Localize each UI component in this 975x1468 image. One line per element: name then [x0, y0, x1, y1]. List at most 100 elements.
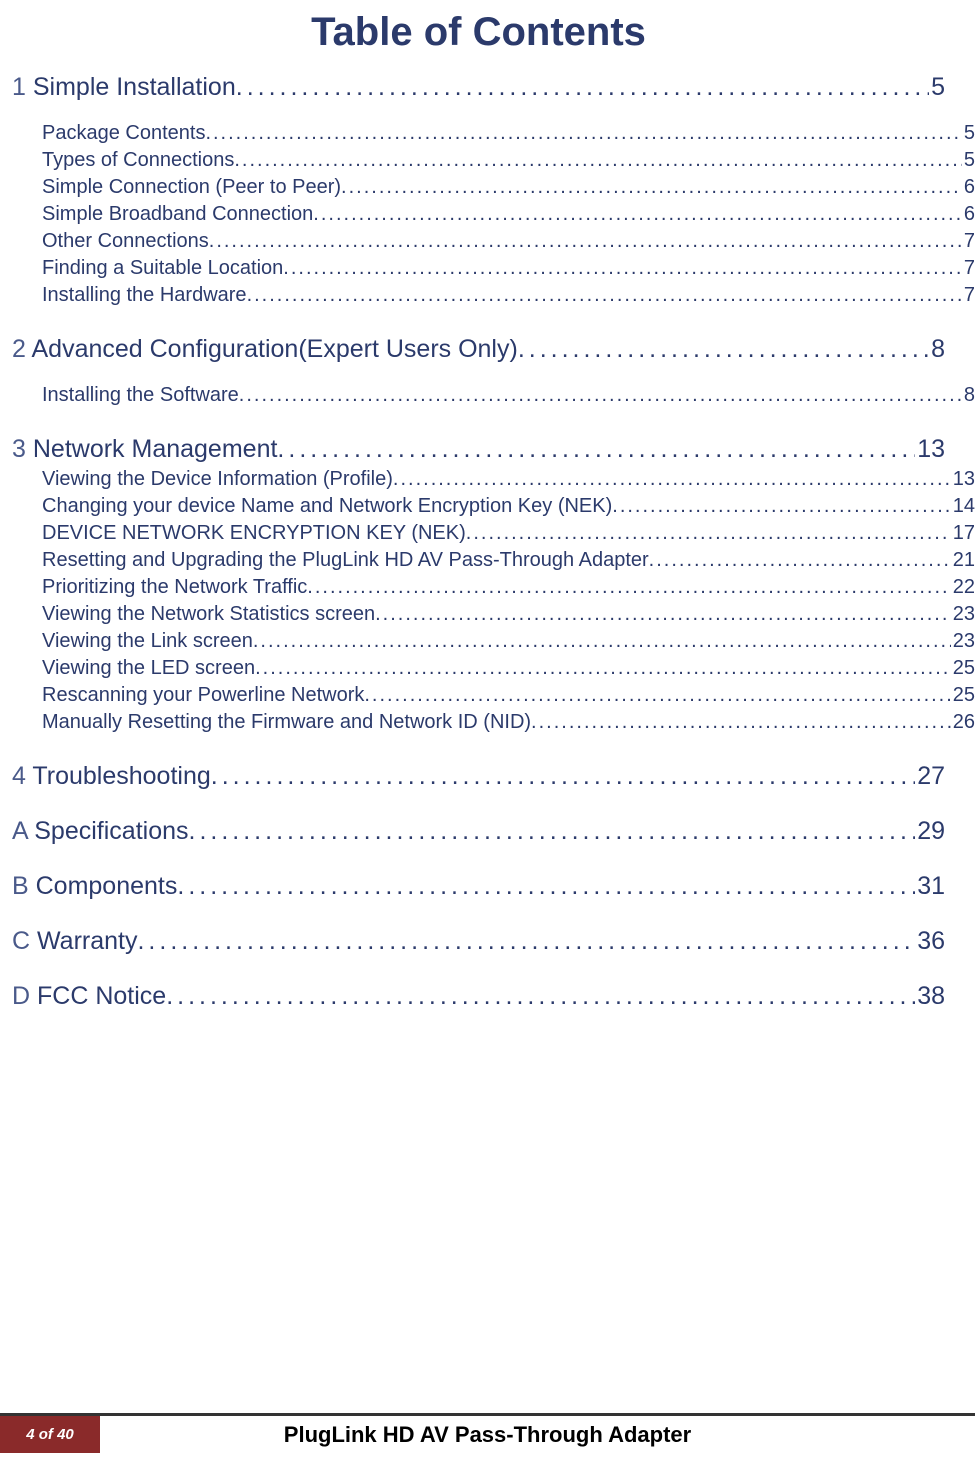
toc-sub-label: Rescanning your Powerline Network: [42, 682, 364, 709]
toc-sub-entry[interactable]: DEVICE NETWORK ENCRYPTION KEY (NEK) 17: [42, 520, 975, 547]
toc-page-number: 8: [962, 382, 975, 409]
toc-sub-entry[interactable]: Simple Connection (Peer to Peer) 6: [42, 174, 975, 201]
page-content: Table of Contents 1 Simple Installation …: [0, 0, 975, 1011]
toc-page-number: 21: [951, 547, 975, 574]
toc-leader-dots: [137, 927, 915, 956]
toc-leader-dots: [189, 817, 916, 846]
toc-leader-dots: [177, 872, 915, 901]
toc-sub-label: Other Connections: [42, 228, 209, 255]
toc-page-number: 23: [951, 628, 975, 655]
toc-sub-entry[interactable]: Types of Connections 5: [42, 147, 975, 174]
footer-doc-title: PlugLink HD AV Pass-Through Adapter: [0, 1416, 975, 1453]
toc-page-number: 22: [951, 574, 975, 601]
toc-page-number: 5: [962, 147, 975, 174]
toc-leader-dots: [612, 493, 950, 520]
toc-sub-label: DEVICE NETWORK ENCRYPTION KEY (NEK): [42, 520, 466, 547]
toc-leader-dots: [211, 762, 915, 791]
toc-leader-dots: [209, 228, 962, 255]
toc-page-number: 27: [915, 762, 945, 791]
toc-chapter-label: B Components: [12, 872, 177, 901]
toc-leader-dots: [255, 655, 951, 682]
toc-chapter[interactable]: 3 Network Management 13: [12, 435, 945, 464]
toc-page-number: 36: [915, 927, 945, 956]
toc-chapter-label: 4 Troubleshooting: [12, 762, 211, 791]
toc-sub-label: Installing the Software: [42, 382, 239, 409]
toc-chapter-label: A Specifications: [12, 817, 189, 846]
page-title: Table of Contents: [12, 0, 945, 73]
toc-leader-dots: [247, 282, 962, 309]
toc-chapter[interactable]: 2 Advanced Configuration(Expert Users On…: [12, 335, 945, 364]
toc-page-number: 29: [915, 817, 945, 846]
toc-leader-dots: [518, 335, 929, 364]
toc-leader-dots: [364, 682, 950, 709]
toc-sub-entry[interactable]: Resetting and Upgrading the PlugLink HD …: [42, 547, 975, 574]
toc-leader-dots: [253, 628, 951, 655]
toc-sub-label: Simple Connection (Peer to Peer): [42, 174, 341, 201]
toc-chapter-label: 2 Advanced Configuration(Expert Users On…: [12, 335, 518, 364]
toc-page-number: 7: [962, 282, 975, 309]
toc-leader-dots: [166, 982, 915, 1011]
toc-page-number: 31: [915, 872, 945, 901]
toc-page-number: 25: [951, 655, 975, 682]
toc-chapter[interactable]: 1 Simple Installation 5: [12, 73, 945, 102]
toc-sub-entry[interactable]: Viewing the Network Statistics screen 23: [42, 601, 975, 628]
toc-sub-label: Manually Resetting the Firmware and Netw…: [42, 709, 531, 736]
toc-sub-group: Installing the Software 8: [12, 382, 945, 409]
toc-page-number: 6: [962, 174, 975, 201]
toc-leader-dots: [283, 255, 962, 282]
toc-sub-label: Installing the Hardware: [42, 282, 247, 309]
toc-leader-dots: [649, 547, 951, 574]
toc-chapter[interactable]: D FCC Notice 38: [12, 982, 945, 1011]
toc-page-number: 7: [962, 228, 975, 255]
toc-page-number: 25: [951, 682, 975, 709]
toc-page-number: 13: [915, 435, 945, 464]
toc-leader-dots: [466, 520, 951, 547]
toc-page-number: 38: [915, 982, 945, 1011]
toc-sub-entry[interactable]: Rescanning your Powerline Network 25: [42, 682, 975, 709]
toc-sub-label: Package Contents: [42, 120, 205, 147]
toc-sub-entry[interactable]: Package Contents 5: [42, 120, 975, 147]
toc-leader-dots: [531, 709, 951, 736]
toc-leader-dots: [239, 382, 962, 409]
toc-leader-dots: [375, 601, 951, 628]
toc-sub-entry[interactable]: Installing the Software 8: [42, 382, 975, 409]
toc-chapter-label: 3 Network Management: [12, 435, 277, 464]
toc-chapter[interactable]: 4 Troubleshooting 27: [12, 762, 945, 791]
toc-leader-dots: [277, 435, 915, 464]
toc-sub-entry[interactable]: Viewing the Link screen 23: [42, 628, 975, 655]
toc-sub-entry[interactable]: Finding a Suitable Location 7: [42, 255, 975, 282]
toc-page-number: 26: [951, 709, 975, 736]
toc-sub-group: Package Contents 5Types of Connections 5…: [12, 120, 945, 309]
toc-sub-entry[interactable]: Prioritizing the Network Traffic 22: [42, 574, 975, 601]
toc-page-number: 8: [929, 335, 945, 364]
toc-chapter-label: C Warranty: [12, 927, 137, 956]
toc-sub-label: Simple Broadband Connection: [42, 201, 313, 228]
toc-leader-dots: [393, 466, 951, 493]
toc-sub-label: Types of Connections: [42, 147, 234, 174]
toc-sub-entry[interactable]: Other Connections 7: [42, 228, 975, 255]
toc-page-number: 5: [962, 120, 975, 147]
toc-sub-label: Viewing the Device Information (Profile): [42, 466, 393, 493]
toc-sub-entry[interactable]: Viewing the LED screen 25: [42, 655, 975, 682]
toc-chapter[interactable]: B Components 31: [12, 872, 945, 901]
toc-sub-label: Prioritizing the Network Traffic: [42, 574, 307, 601]
toc-chapter-label: D FCC Notice: [12, 982, 166, 1011]
toc-page-number: 17: [951, 520, 975, 547]
toc-page-number: 7: [962, 255, 975, 282]
toc-sub-entry[interactable]: Simple Broadband Connection 6: [42, 201, 975, 228]
toc-sub-label: Viewing the Link screen: [42, 628, 253, 655]
toc-leader-dots: [205, 120, 961, 147]
toc-chapter[interactable]: A Specifications 29: [12, 817, 945, 846]
toc-sub-entry[interactable]: Manually Resetting the Firmware and Netw…: [42, 709, 975, 736]
toc-page-number: 13: [951, 466, 975, 493]
toc-page-number: 14: [951, 493, 975, 520]
toc-sub-entry[interactable]: Installing the Hardware 7: [42, 282, 975, 309]
toc-leader-dots: [307, 574, 950, 601]
toc-sub-entry[interactable]: Viewing the Device Information (Profile)…: [42, 466, 975, 493]
toc-sub-label: Changing your device Name and Network En…: [42, 493, 612, 520]
toc-sub-label: Viewing the LED screen: [42, 655, 255, 682]
toc-sub-entry[interactable]: Changing your device Name and Network En…: [42, 493, 975, 520]
toc-sub-label: Finding a Suitable Location: [42, 255, 283, 282]
toc-page-number: 5: [929, 73, 945, 102]
toc-chapter[interactable]: C Warranty 36: [12, 927, 945, 956]
